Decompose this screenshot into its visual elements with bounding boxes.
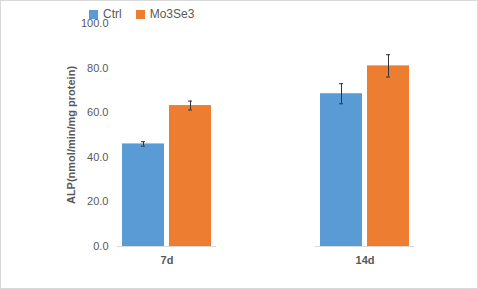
svg-text:60.0: 60.0	[87, 106, 108, 118]
svg-text:ALP(nmol/min/mg protein): ALP(nmol/min/mg protein)	[65, 66, 77, 204]
svg-text:0.0: 0.0	[93, 240, 108, 252]
svg-text:14d: 14d	[356, 254, 375, 266]
svg-text:100.0: 100.0	[81, 17, 109, 29]
svg-text:40.0: 40.0	[87, 151, 108, 163]
svg-text:7d: 7d	[161, 254, 174, 266]
svg-text:20.0: 20.0	[87, 195, 108, 207]
html-text:Ctrl: Ctrl	[103, 7, 122, 21]
html-text:Mo3Se3: Mo3Se3	[149, 7, 195, 21]
svg-text:80.0: 80.0	[87, 62, 108, 74]
